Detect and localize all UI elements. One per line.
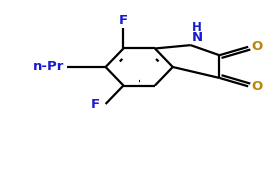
Text: F: F [119,14,128,27]
Text: O: O [251,80,262,93]
Text: H: H [192,21,202,34]
Text: N: N [192,31,203,44]
Text: O: O [251,40,262,53]
Text: F: F [91,97,100,110]
Text: n-Pr: n-Pr [33,61,65,74]
